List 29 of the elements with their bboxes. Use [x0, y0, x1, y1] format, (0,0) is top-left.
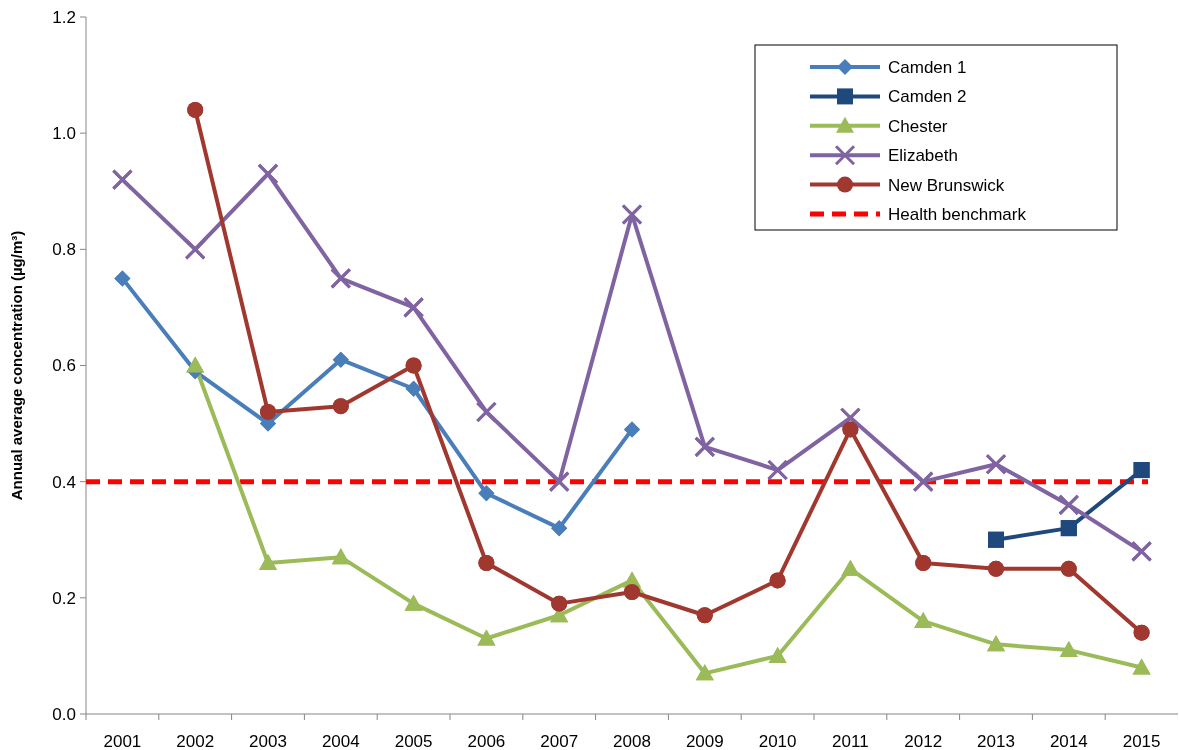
x-tick-label: 2001 [103, 732, 142, 750]
x-tick-label: 2005 [394, 732, 433, 750]
y-axis-title: Annual average concentration (µg/m³) [8, 230, 25, 501]
x-tick-label: 2011 [832, 732, 869, 750]
x-tick-label: 2012 [904, 732, 943, 750]
legend-label: Health benchmark [888, 204, 1027, 224]
legend-label: New Brunswick [888, 175, 1005, 195]
legend-label: Chester [888, 116, 948, 136]
y-tick-label: 0.8 [52, 240, 76, 260]
x-tick-label: 2002 [176, 732, 215, 750]
y-tick-label: 0.0 [52, 704, 76, 724]
x-tick-label: 2006 [467, 732, 506, 750]
y-tick-label: 0.4 [52, 472, 76, 492]
legend-label: Camden 1 [888, 57, 967, 77]
x-tick-label: 2015 [1122, 732, 1161, 750]
y-tick-label: 1.0 [52, 124, 76, 144]
x-tick-label: 2013 [977, 732, 1015, 750]
x-tick-label: 2003 [249, 732, 287, 750]
x-tick-label: 2014 [1049, 732, 1088, 750]
x-tick-label: 2007 [540, 732, 579, 750]
y-tick-label: 1.2 [52, 7, 76, 27]
x-tick-label: 2004 [321, 732, 360, 750]
x-tick-label: 2010 [758, 732, 797, 750]
legend-label: Elizabeth [888, 146, 958, 166]
legend-label: Camden 2 [888, 87, 967, 107]
y-tick-label: 0.6 [52, 356, 76, 376]
x-tick-label: 2009 [685, 732, 724, 750]
y-tick-label: 0.2 [52, 588, 76, 608]
x-tick-label: 2008 [613, 732, 651, 750]
